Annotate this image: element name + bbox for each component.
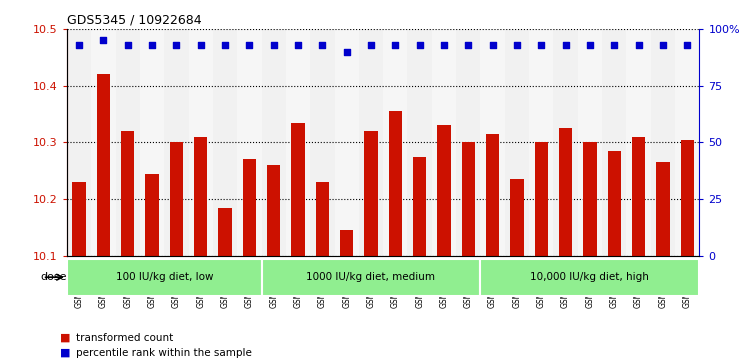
Point (122, 42, 134, 48)
Bar (656, 162, 670, 256)
Point (559, 42, 571, 48)
Text: ■: ■ (60, 347, 70, 358)
Text: dose: dose (40, 272, 67, 282)
Bar (67, 29, 92, 256)
Bar (219, 208, 231, 256)
Bar (554, 29, 578, 256)
Bar (286, 29, 310, 256)
Bar (315, 182, 329, 256)
Point (682, 42, 693, 48)
Point (438, 42, 450, 48)
Point (511, 42, 523, 48)
Bar (194, 137, 208, 256)
Point (462, 42, 474, 48)
Point (341, 49, 353, 54)
Bar (267, 165, 280, 256)
Bar (115, 29, 140, 256)
Point (536, 42, 548, 48)
Bar (121, 131, 135, 256)
Bar (413, 156, 426, 256)
Bar (188, 29, 213, 256)
Bar (97, 74, 110, 256)
Bar (626, 29, 651, 256)
Point (292, 42, 304, 48)
Bar (481, 259, 699, 295)
Point (243, 42, 255, 48)
Text: 10,000 IU/kg diet, high: 10,000 IU/kg diet, high (530, 272, 650, 282)
Bar (535, 142, 548, 256)
Bar (651, 29, 675, 256)
Bar (359, 29, 383, 256)
Bar (510, 179, 524, 256)
Point (146, 42, 158, 48)
Bar (340, 231, 353, 256)
Text: ■: ■ (60, 333, 70, 343)
Bar (632, 137, 645, 256)
Bar (92, 29, 115, 256)
Bar (408, 29, 432, 256)
Bar (237, 29, 262, 256)
Point (389, 42, 401, 48)
Point (487, 42, 498, 48)
Bar (335, 29, 359, 256)
Point (632, 42, 644, 48)
Bar (461, 142, 475, 256)
Bar (486, 134, 499, 256)
Bar (529, 29, 554, 256)
Text: 100 IU/kg diet, low: 100 IU/kg diet, low (115, 272, 213, 282)
Bar (365, 131, 378, 256)
Bar (243, 159, 256, 256)
Bar (72, 182, 86, 256)
Bar (145, 174, 158, 256)
Bar (170, 142, 183, 256)
Point (170, 42, 182, 48)
Point (268, 42, 280, 48)
Text: GDS5345 / 10922684: GDS5345 / 10922684 (67, 13, 202, 26)
Bar (388, 111, 402, 256)
Bar (481, 29, 504, 256)
Bar (292, 123, 305, 256)
Bar (213, 29, 237, 256)
Bar (608, 151, 621, 256)
Point (73, 42, 85, 48)
Point (316, 42, 328, 48)
Point (657, 42, 669, 48)
Text: 1000 IU/kg diet, medium: 1000 IU/kg diet, medium (307, 272, 435, 282)
Text: transformed count: transformed count (76, 333, 173, 343)
Bar (437, 126, 451, 256)
Bar (383, 29, 408, 256)
Bar (164, 29, 188, 256)
Bar (602, 29, 626, 256)
Bar (681, 140, 694, 256)
Bar (456, 29, 481, 256)
Point (219, 42, 231, 48)
Point (195, 42, 207, 48)
Bar (310, 29, 335, 256)
Point (97, 37, 109, 43)
Bar (67, 259, 262, 295)
Bar (559, 128, 572, 256)
Bar (262, 29, 286, 256)
Bar (140, 29, 164, 256)
Point (414, 42, 426, 48)
Bar (262, 259, 481, 295)
Bar (583, 142, 597, 256)
Text: percentile rank within the sample: percentile rank within the sample (76, 347, 251, 358)
Point (365, 42, 377, 48)
Bar (504, 29, 529, 256)
Point (584, 42, 596, 48)
Point (609, 42, 620, 48)
Bar (578, 29, 602, 256)
Bar (432, 29, 456, 256)
Bar (675, 29, 699, 256)
